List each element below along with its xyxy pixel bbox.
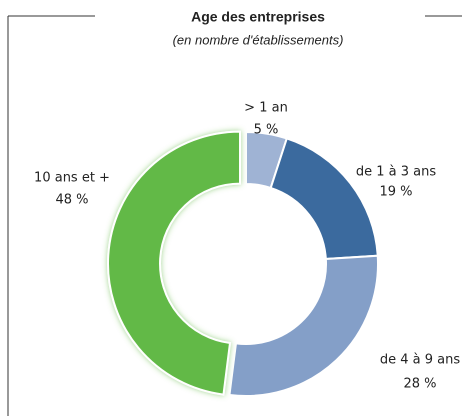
segment-label: de 1 à 3 ans [356, 165, 436, 180]
donut-segment [107, 130, 242, 396]
segment-label: de 4 à 9 ans [380, 353, 460, 368]
chart-title: Age des entreprises [191, 9, 325, 25]
segment-value-label: 48 % [55, 193, 88, 208]
donut-segment [228, 254, 379, 397]
segment-value-label: 19 % [379, 185, 412, 200]
segment-value-label: 5 % [254, 123, 279, 138]
segment-label: > 1 an [244, 101, 288, 116]
segment-value-label: 28 % [403, 377, 436, 392]
segment-label: 10 ans et + [34, 171, 110, 186]
chart-subtitle: (en nombre d'établissements) [173, 32, 344, 47]
donut-segment [269, 137, 379, 261]
